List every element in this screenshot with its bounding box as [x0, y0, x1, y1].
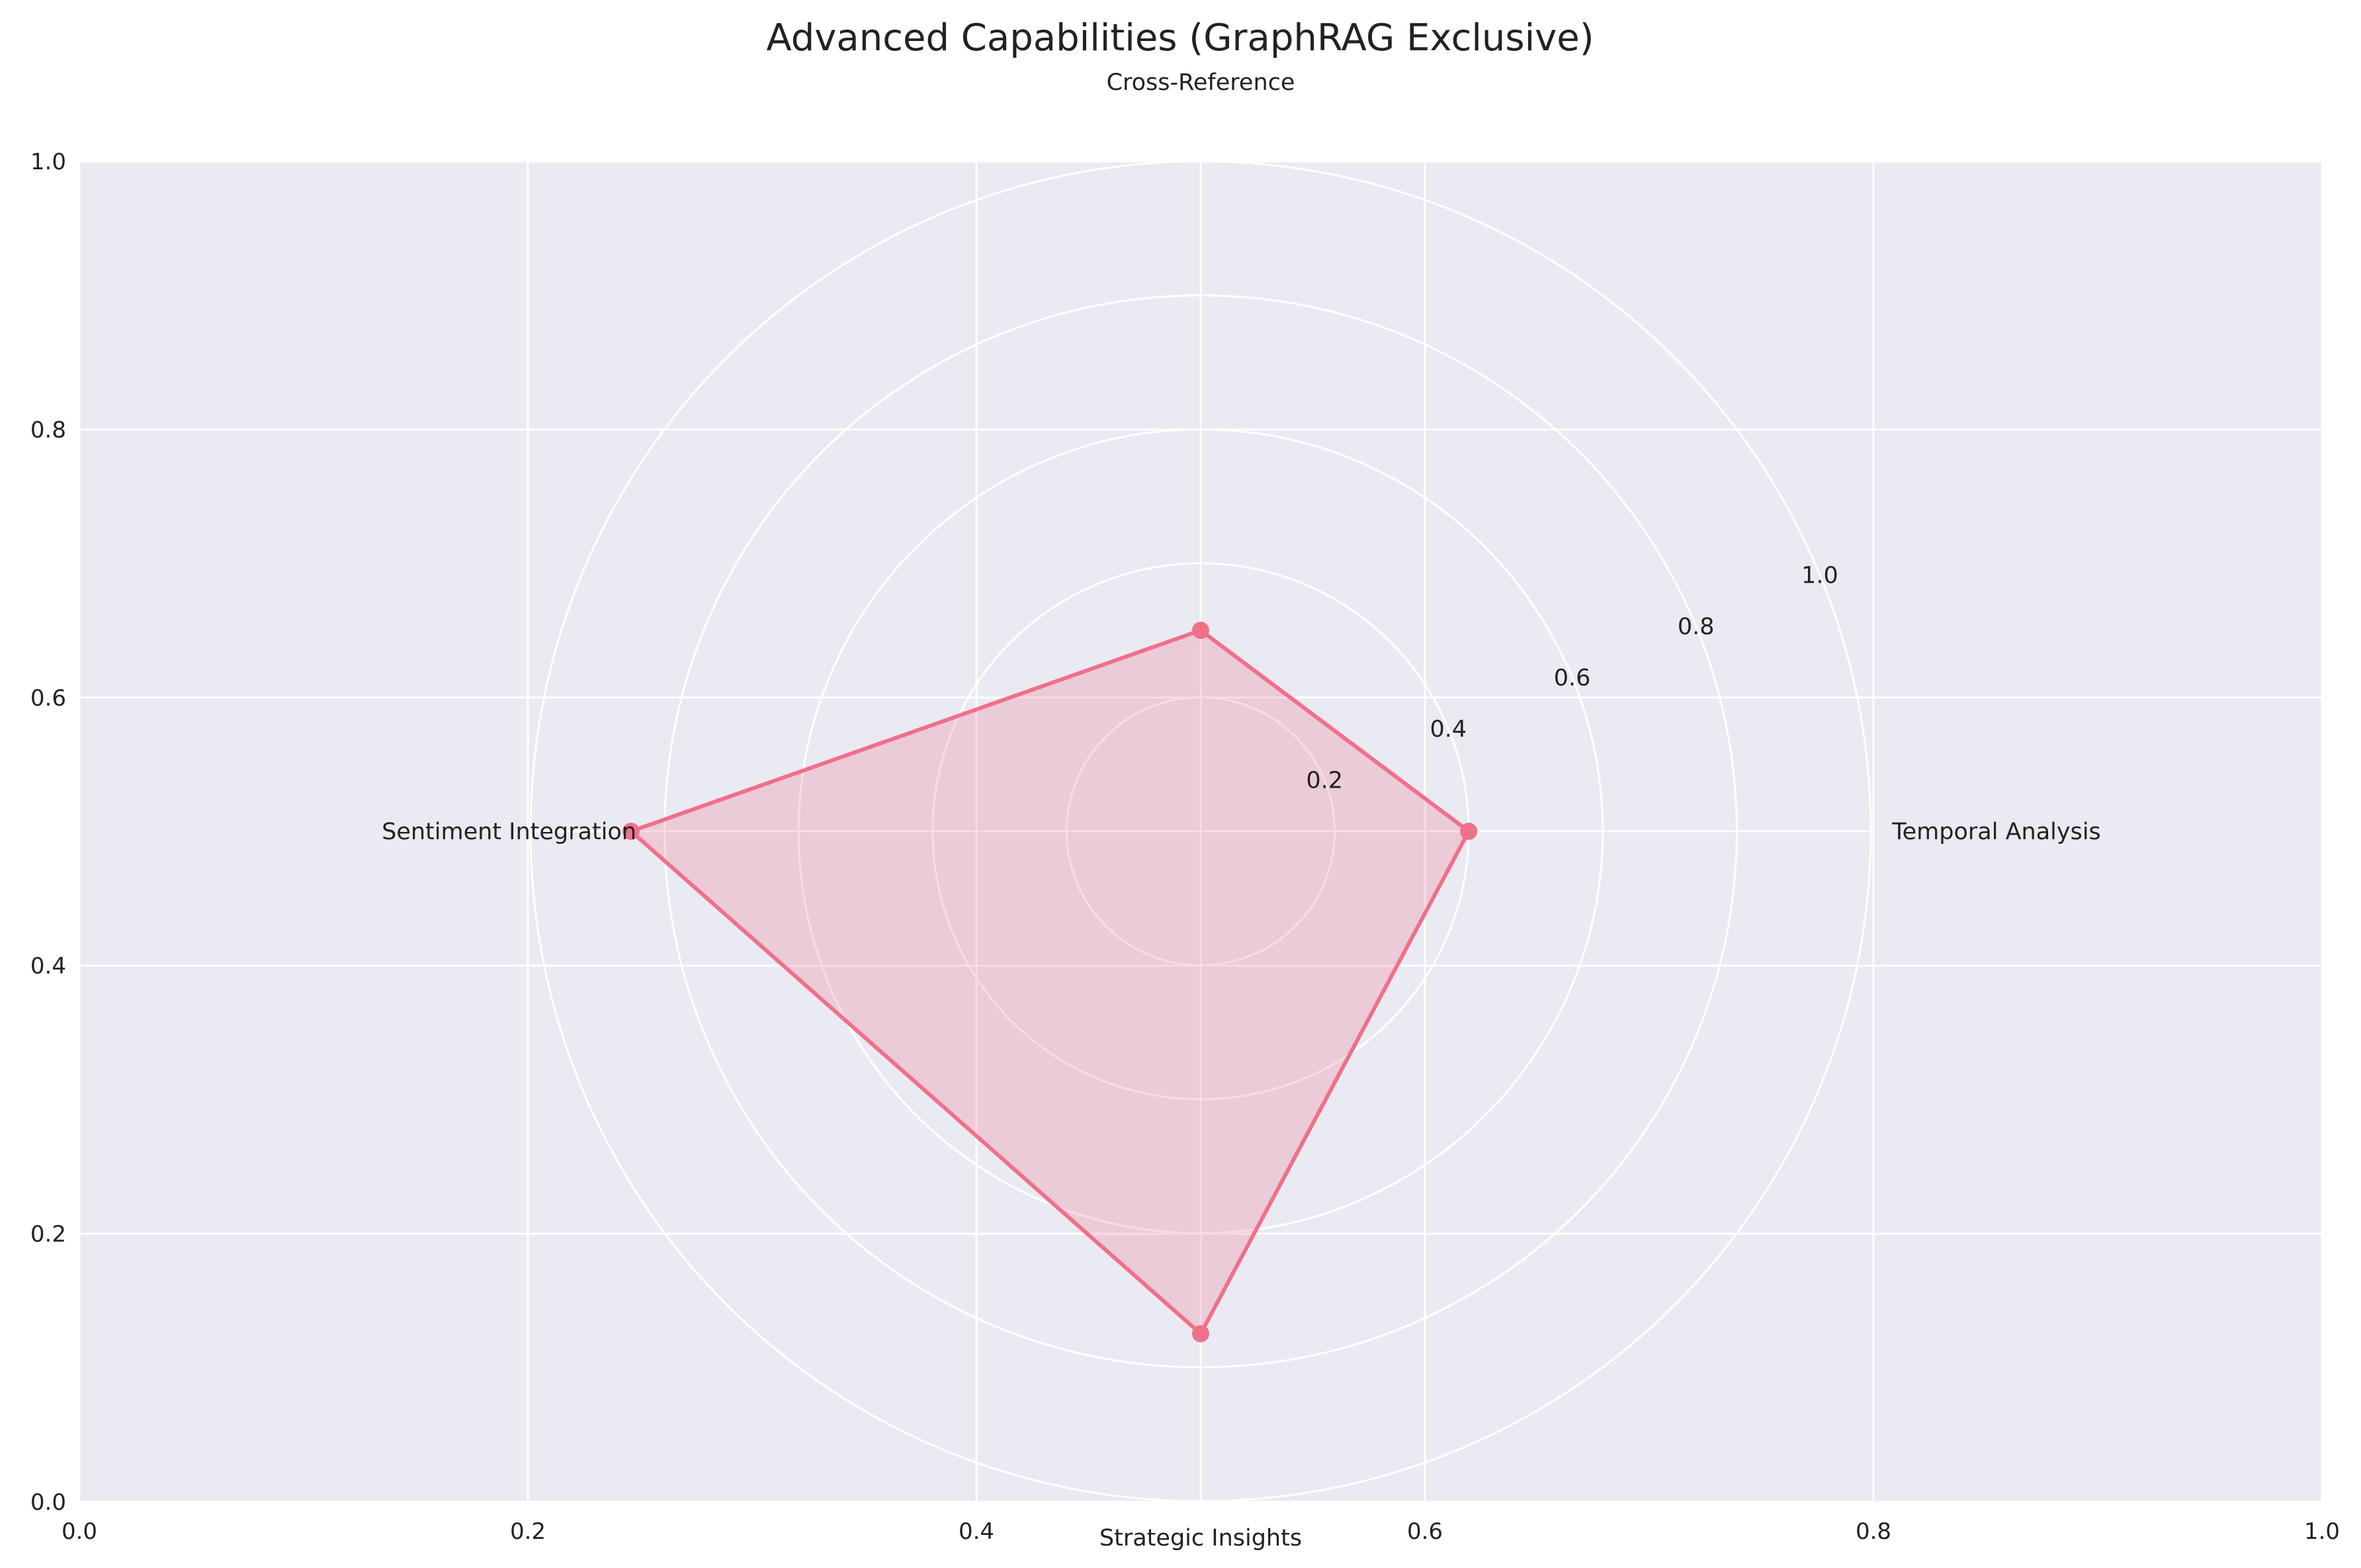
series-fill-area — [631, 630, 1469, 1334]
y-tick-label: 0.4 — [30, 953, 66, 979]
radial-tick-label: 0.6 — [1554, 665, 1591, 691]
y-tick-label: 0.2 — [30, 1221, 66, 1248]
category-label: Sentiment Integration — [382, 819, 636, 845]
x-tick-label: 0.6 — [1407, 1518, 1443, 1545]
category-label: Temporal Analysis — [1891, 819, 2101, 845]
radial-tick-label: 0.8 — [1678, 614, 1715, 640]
y-tick-label: 1.0 — [30, 149, 66, 175]
series-point — [1192, 1325, 1209, 1342]
x-tick-label: 1.0 — [2304, 1518, 2340, 1545]
category-label: Cross-Reference — [1107, 69, 1295, 96]
labels-layer: 0.2 0.4 0.6 0.8 1.0 Temporal Analysis Cross-Re… — [382, 69, 2101, 1551]
polar-grid — [529, 160, 1872, 1503]
x-tick-label: 0.0 — [62, 1518, 97, 1545]
category-label: Strategic Insights — [1099, 1525, 1302, 1551]
radial-tick-label: 1.0 — [1801, 562, 1838, 589]
series-point — [622, 823, 640, 840]
radial-tick-label: 0.4 — [1430, 716, 1467, 743]
radial-tick-label: 0.2 — [1306, 767, 1343, 794]
y-tick-label: 0.6 — [30, 685, 66, 712]
series-point — [1460, 823, 1478, 840]
x-tick-label: 0.8 — [1856, 1518, 1891, 1545]
x-tick-label: 0.2 — [510, 1518, 546, 1545]
x-tick-label: 0.4 — [959, 1518, 994, 1545]
y-tick-label: 0.0 — [30, 1489, 66, 1516]
series-layer — [622, 622, 1478, 1342]
series-point — [1192, 622, 1209, 640]
y-tick-label: 0.8 — [30, 417, 66, 443]
chart-title: Advanced Capabilities (GraphRAG Exclusiv… — [766, 17, 1594, 60]
